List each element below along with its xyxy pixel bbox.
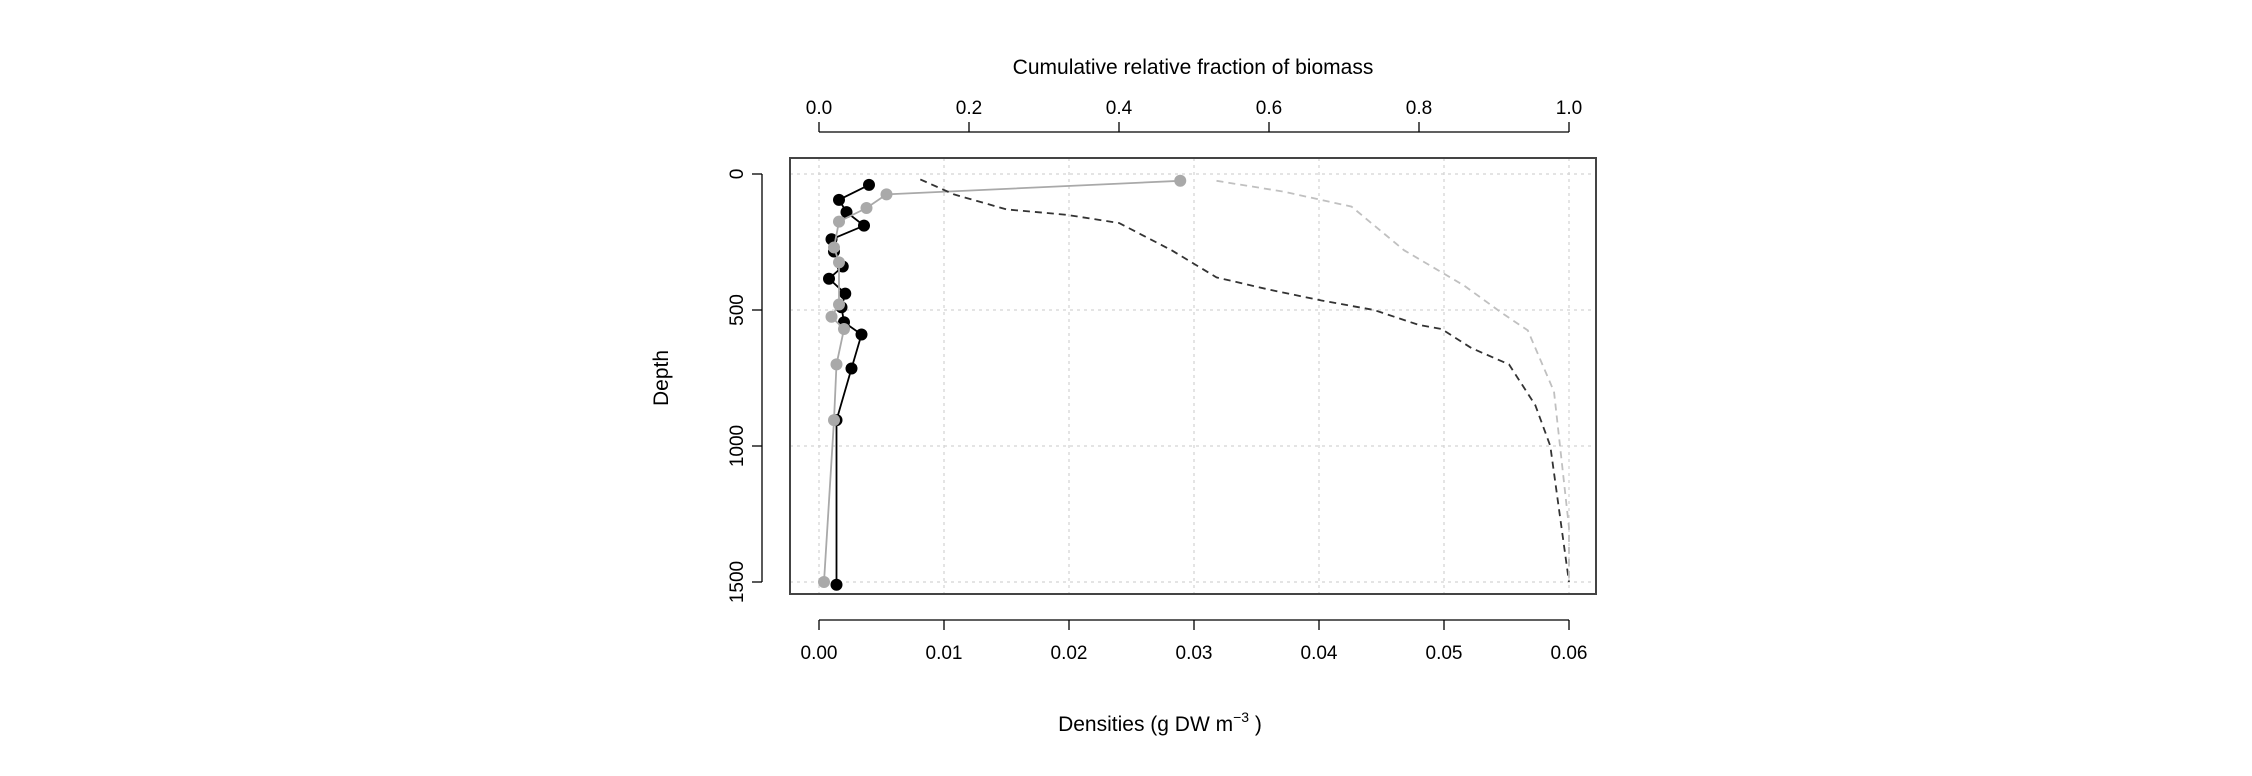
bottom-axis-title: Densities (g DW m−3 ) [1058,709,1262,736]
data-point-density-black [858,219,870,232]
data-point-density-black [855,328,868,341]
series-density-black [823,178,875,591]
y-tick-label: 500 [727,294,748,326]
data-point-density-black [833,193,845,206]
data-point-density-grey [828,414,840,427]
top-tick-label: 0.8 [1406,98,1432,119]
data-point-density-black [845,362,858,375]
bottom-tick-label: 0.00 [801,643,838,664]
series-line-cumulative-grey [1216,179,1570,582]
top-axis-title: Cumulative relative fraction of biomass [1013,56,1374,79]
bottom-axis-title-superscript: −3 [1233,709,1249,725]
bottom-tick-label: 0.05 [1426,643,1463,664]
bottom-tick-label: 0.03 [1176,643,1213,664]
plot-frame [789,157,1597,595]
top-tick-label: 0.2 [956,98,982,119]
data-point-density-grey [838,323,850,336]
data-point-density-black [830,578,843,591]
series-cumulative-black [919,178,1570,583]
y-tick-label: 1000 [727,425,748,467]
data-point-density-grey [818,576,830,588]
bottom-tick-label: 0.04 [1301,643,1338,664]
data-point-density-grey [860,202,873,214]
y-tick-label: 1500 [727,561,748,603]
series-line-cumulative-black [919,178,1570,583]
axes: 0.00 0.01 0.02 0.03 0.04 0.05 0.06 0.0 0.2 0.4 0.6… [727,98,1587,664]
y-tick-label: 0 [727,169,748,180]
data-point-density-grey [833,256,845,269]
data-point-density-grey [833,298,845,311]
data-point-density-grey [830,358,843,371]
data-point-density-grey [825,310,838,323]
data-point-density-grey [828,241,840,254]
top-tick-label: 0.0 [806,98,832,119]
data-point-density-black [863,178,875,191]
series-density-grey [818,174,1187,588]
bottom-axis-title-main: Densities (g DW m [1058,713,1233,736]
data-point-density-black [823,272,835,285]
data-point-density-black [839,287,852,300]
grid-lines [790,158,1596,594]
data-point-density-grey [1174,174,1187,187]
series-cumulative-grey [1216,179,1570,582]
bottom-tick-label: 0.02 [1051,643,1088,664]
y-axis-title: Depth [650,350,673,406]
top-tick-label: 0.4 [1106,98,1133,119]
bottom-tick-label: 0.01 [926,643,963,664]
top-tick-label: 1.0 [1556,98,1582,119]
bottom-tick-label: 0.06 [1551,643,1588,664]
data-point-density-black [840,206,853,219]
top-tick-label: 0.6 [1256,98,1282,119]
bottom-axis-title-end: ) [1249,713,1262,736]
data-point-density-grey [880,188,893,201]
data-point-density-grey [833,215,845,228]
series-layer [818,174,1570,591]
series-line-density-grey [823,179,1181,583]
